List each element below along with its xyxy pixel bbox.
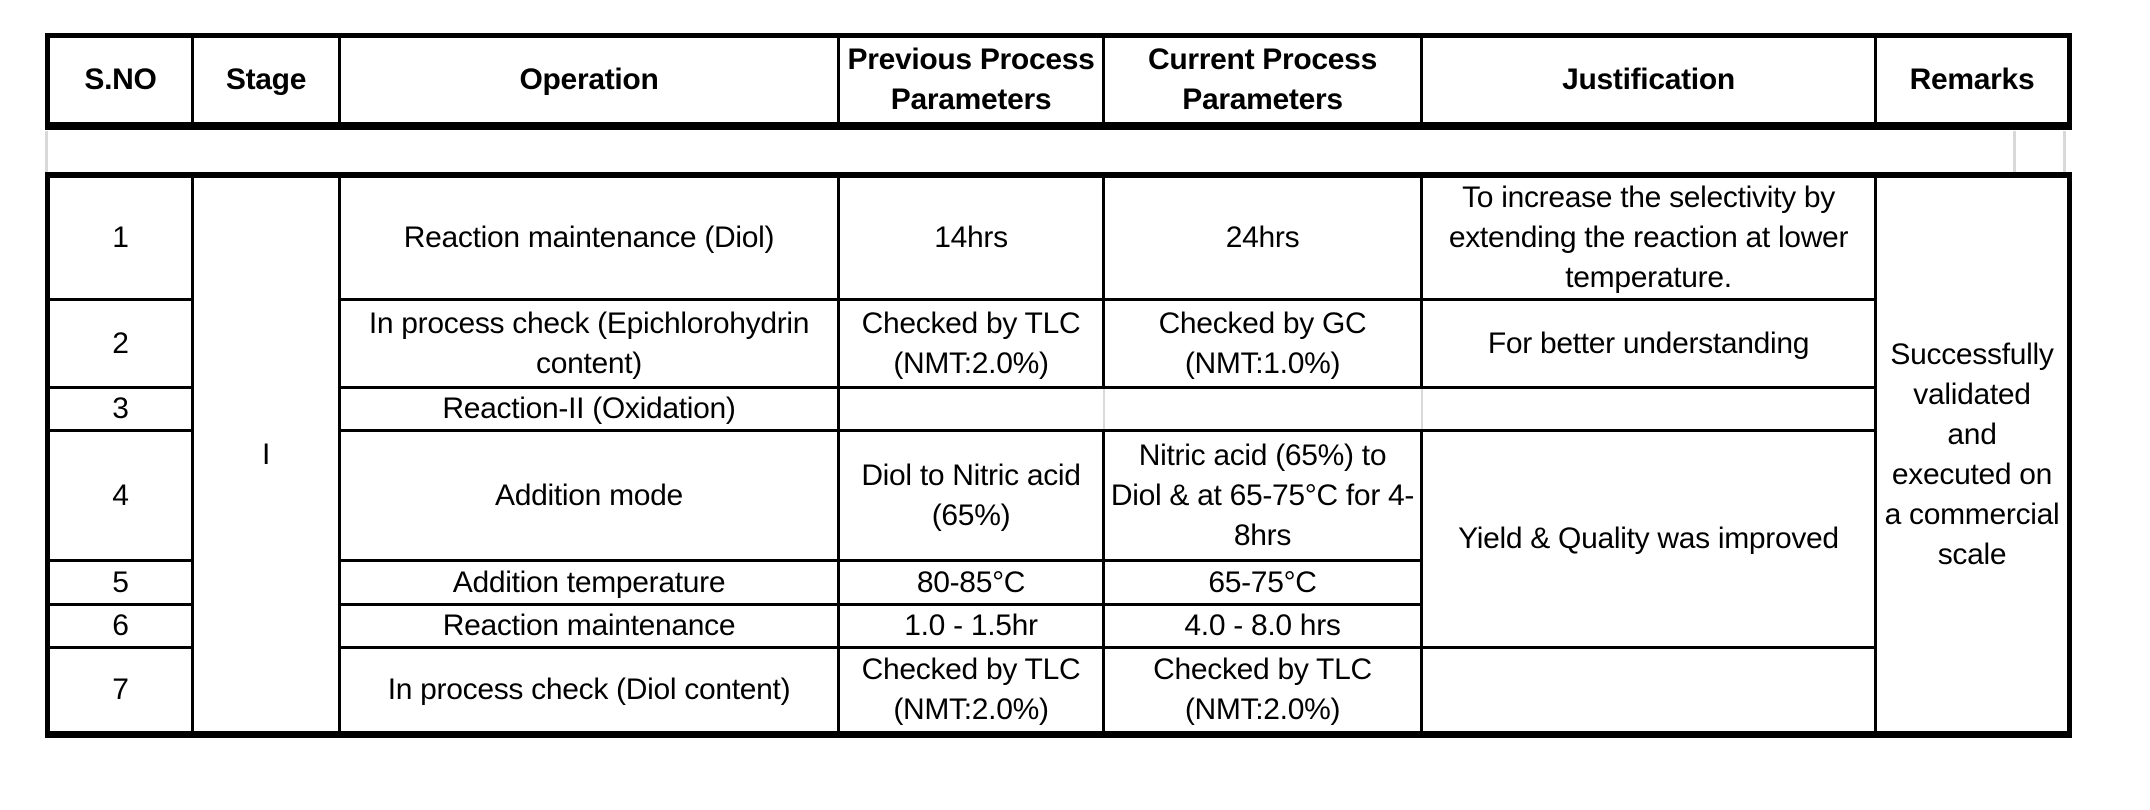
table-row: 7 In process check (Diol content) Checke…	[46, 646, 2070, 736]
cell-operation-1: Reaction maintenance (Diol)	[338, 173, 840, 301]
col-header-sno: S.NO	[46, 34, 194, 128]
cell-operation-7: In process check (Diol content)	[338, 646, 840, 736]
process-table-body: 1 I Reaction maintenance (Diol) 14hrs 24…	[45, 172, 2072, 738]
cell-current-1: 24hrs	[1102, 173, 1423, 301]
process-table-header: S.NO Stage Operation Previous Process Pa…	[45, 33, 2072, 130]
gap-gridline-left	[45, 131, 48, 172]
cell-previous-2: Checked by TLC (NMT:2.0%)	[837, 298, 1105, 389]
cell-operation-3: Reaction-II (Oxidation)	[338, 386, 840, 432]
cell-operation-6: Reaction maintenance	[338, 603, 840, 649]
table-row: 2 In process check (Epichlorohydrin cont…	[46, 298, 2070, 389]
cell-justification-7	[1420, 646, 1877, 736]
col-header-stage: Stage	[191, 34, 341, 128]
cell-current-4: Nitric acid (65%) to Diol & at 65-75°C f…	[1102, 429, 1423, 562]
cell-previous-5: 80-85°C	[837, 559, 1105, 606]
cell-current-3	[1102, 386, 1423, 432]
table-row: 5 Addition temperature 80-85°C 65-75°C	[46, 559, 2070, 606]
cell-sno-6: 6	[46, 603, 194, 649]
col-header-previous-process-parameters: Previous Process Parameters	[837, 34, 1105, 128]
cell-sno-1: 1	[46, 173, 194, 301]
cell-stage: I	[191, 173, 341, 736]
cell-previous-3	[837, 386, 1105, 432]
cell-current-2: Checked by GC (NMT:1.0%)	[1102, 298, 1423, 389]
cell-justification-2: For better understanding	[1420, 298, 1877, 389]
cell-sno-4: 4	[46, 429, 194, 562]
cell-sno-5: 5	[46, 559, 194, 606]
table-row: 4 Addition mode Diol to Nitric acid (65%…	[46, 429, 2070, 649]
cell-remarks: Successfully validated and executed on a…	[1874, 173, 2071, 736]
cell-sno-2: 2	[46, 298, 194, 389]
col-header-justification: Justification	[1420, 34, 1877, 128]
cell-sno-3: 3	[46, 386, 194, 432]
header-row: S.NO Stage Operation Previous Process Pa…	[46, 34, 2071, 128]
cell-justification-1: To increase the selectivity by extending…	[1420, 173, 1877, 301]
cell-previous-4: Diol to Nitric acid (65%)	[837, 429, 1105, 562]
cell-sno-7: 7	[46, 646, 194, 736]
cell-operation-5: Addition temperature	[338, 559, 840, 606]
cell-current-7: Checked by TLC (NMT:2.0%)	[1102, 646, 1423, 736]
cell-previous-7: Checked by TLC (NMT:2.0%)	[837, 646, 1105, 736]
gap-gridline-right-edge	[2063, 131, 2066, 172]
table-row: 3 Reaction-II (Oxidation)	[46, 386, 2070, 432]
col-header-current-process-parameters: Current Process Parameters	[1102, 34, 1423, 128]
cell-justification-4-6: Yield & Quality was improved	[1420, 429, 1877, 649]
table-row: 1 I Reaction maintenance (Diol) 14hrs 24…	[46, 173, 2071, 736]
cell-previous-1: 14hrs	[837, 173, 1105, 301]
cell-operation-4: Addition mode	[338, 429, 840, 562]
gap-gridline-right-inner	[2013, 131, 2016, 172]
cell-previous-6: 1.0 - 1.5hr	[837, 603, 1105, 649]
col-header-remarks: Remarks	[1874, 34, 2071, 128]
cell-operation-2: In process check (Epichlorohydrin conten…	[338, 298, 840, 389]
cell-current-6: 4.0 - 8.0 hrs	[1102, 603, 1423, 649]
cell-current-5: 65-75°C	[1102, 559, 1423, 606]
col-header-operation: Operation	[338, 34, 840, 128]
cell-justification-3	[1420, 386, 1877, 432]
table-row: 6 Reaction maintenance 1.0 - 1.5hr 4.0 -…	[46, 603, 2070, 649]
